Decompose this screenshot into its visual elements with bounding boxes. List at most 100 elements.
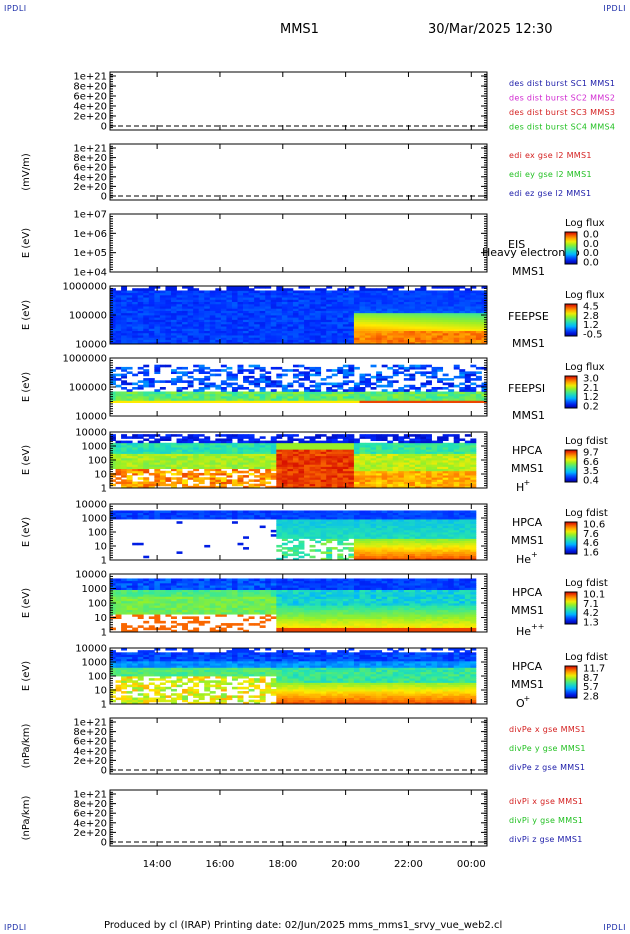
instrument-label-hpca_h: HPCA [512,444,543,457]
species-label-hpca_h: H [516,481,524,494]
ytick-label-hpca_he2: 10 [94,613,107,624]
colorbar-tick-hpca_h: 0.4 [583,476,599,487]
panel-frame-dist [109,71,488,131]
colorbar-tick-hpca_o: 2.8 [583,692,599,703]
spacecraft-label-eis: MMS1 [512,265,545,278]
colorbar-feepsi [564,375,578,409]
panel-hpca_he1: 10000 1000 100 10 1 E (eV) HPCA MMS1 He + Log fdis… [21,500,608,567]
panel-hpca_o: 10000 1000 100 10 1 E (eV) HPCA MMS1 O+ Log fdist… [21,644,608,711]
ytick-label-eis: 1e+07 [73,210,107,221]
ytick-label-eis: 1e+06 [73,229,107,240]
ytick-label-edi: 2e+20 [73,182,107,193]
ytick-label-hpca_he2: 100 [88,599,107,610]
xtick-label: 22:00 [394,859,423,870]
ylabel-feepse: E (eV) [21,300,32,330]
colorbar-hpca_h [564,449,578,483]
colorbar-hpca_o [564,665,578,699]
spacecraft-label-hpca_he1: MMS1 [511,534,544,547]
colorbar-tick-hpca_h: 3.5 [583,466,599,477]
ylabel-feepsi: E (eV) [21,372,32,402]
ytick-label-hpca_he2: 10000 [75,570,107,581]
panel-frame-edi [109,143,488,201]
ytick-label-hpca_o: 10 [94,686,107,697]
ytick-label-dist: 2e+20 [73,112,107,123]
ytick-label-hpca_o: 100 [88,672,107,683]
ytick-label-hpca_he1: 1 [101,556,107,567]
ytick-label-divpe: 8e+20 [73,727,107,738]
colorbar-tick-eis: 0.0 [583,230,599,241]
xtick-label: 14:00 [143,859,172,870]
colorbar-title-feepse: Log flux [565,290,605,301]
colorbar-title-eis: Log flux [565,218,605,229]
panel-eis: 1e+07 1e+06 1e+05 1e+04 E (eV) EIS MMS1 Heavy e… [21,210,605,279]
ytick-label-feepse: 10000 [75,340,107,351]
ytick-label-divpi: 2e+20 [73,828,107,839]
colorbar-tick-feepse: -0.5 [583,330,603,341]
species-charge-hpca_he2: ++ [531,622,544,631]
ytick-label-eis: 1e+05 [73,248,107,259]
colorbar-title-hpca_o: Log fdist [565,652,608,663]
spacecraft-label-hpca_h: MMS1 [511,462,544,475]
ytick-label-edi: 4e+20 [73,172,107,183]
ytick-label-dist: 4e+20 [73,102,107,113]
ytick-label-divpi: 0 [101,838,107,849]
ytick-label-hpca_h: 10 [94,470,107,481]
legend-entry-divpi: divPi y gse MMS1 [509,816,583,825]
xtick-label: 00:00 [457,859,486,870]
spacecraft-label-hpca_o: MMS1 [511,678,544,691]
overlay-label-eis: Heavy electron to [482,246,580,259]
ytick-label-divpe: 0 [101,766,107,777]
spacecraft-title: MMS1 [280,22,319,37]
ylabel-divpe: (nPa/km) [21,724,32,769]
panel-frame-eis [109,213,488,273]
colorbar-tick-hpca_o: 8.7 [583,673,599,684]
ytick-label-divpe: 6e+20 [73,737,107,748]
footer-credits: Produced by cl (IRAP) Printing date: 02/… [104,920,503,931]
colorbar-tick-eis: 0.0 [583,248,599,259]
spacecraft-label-feepsi: MMS1 [512,409,545,422]
species-charge-hpca_o: + [524,694,531,703]
species-label-hpca_he2: He [516,625,531,638]
colorbar-title-feepsi: Log flux [565,362,605,373]
ylabel-edi: (mV/m) [21,153,32,191]
legend-entry-dist: des dist burst SC4 MMS4 [509,123,615,132]
ytick-label-edi: 6e+20 [73,163,107,174]
panel-frame-divpi [109,789,488,847]
corner-label-bottom-left: IPDLI [4,923,27,932]
ytick-label-feepsi: 1000000 [62,354,107,365]
spacecraft-label-hpca_he2: MMS1 [511,604,544,617]
species-charge-hpca_he1: + [531,550,538,559]
colorbar-tick-feepsi: 0.2 [583,402,599,413]
colorbar-tick-feepsi: 1.2 [583,392,599,403]
colorbar-tick-feepsi: 2.1 [583,383,599,394]
colorbar-hpca_he2 [564,591,578,625]
ytick-label-hpca_h: 100 [88,456,107,467]
corner-label-bottom-right: IPDLI [603,923,626,932]
ytick-label-feepsi: 10000 [75,412,107,423]
legend-entry-dist: des dist burst SC3 MMS3 [509,108,615,117]
ytick-label-edi: 0 [101,192,107,203]
ytick-label-hpca_o: 1 [101,700,107,711]
species-label-hpca_he1: He [516,553,531,566]
plot-datetime: 30/Mar/2025 12:30 [428,22,553,37]
colorbar-title-hpca_he2: Log fdist [565,578,608,589]
ytick-label-edi: 8e+20 [73,153,107,164]
colorbar-tick-hpca_h: 9.7 [583,448,599,459]
colorbar-tick-feepse: 1.2 [583,320,599,331]
ytick-label-edi: 1e+21 [73,144,107,155]
colorbar-tick-feepse: 4.5 [583,302,599,313]
ytick-label-divpe: 1e+21 [73,718,107,729]
ytick-label-eis: 1e+04 [73,268,107,279]
colorbar-tick-hpca_o: 11.7 [583,664,605,675]
panel-feepsi: 1000000 100000 10000 E (eV) FEEPSI MMS1 Log fl… [21,354,605,423]
legend-entry-divpi: divPi x gse MMS1 [509,797,583,806]
ytick-label-hpca_he2: 1000 [82,584,107,595]
legend-entry-dist: des dist burst SC1 MMS1 [509,79,615,88]
colorbar-tick-hpca_o: 5.7 [583,682,599,693]
species-label-hpca_o: O [516,697,525,710]
xtick-label: 20:00 [331,859,360,870]
